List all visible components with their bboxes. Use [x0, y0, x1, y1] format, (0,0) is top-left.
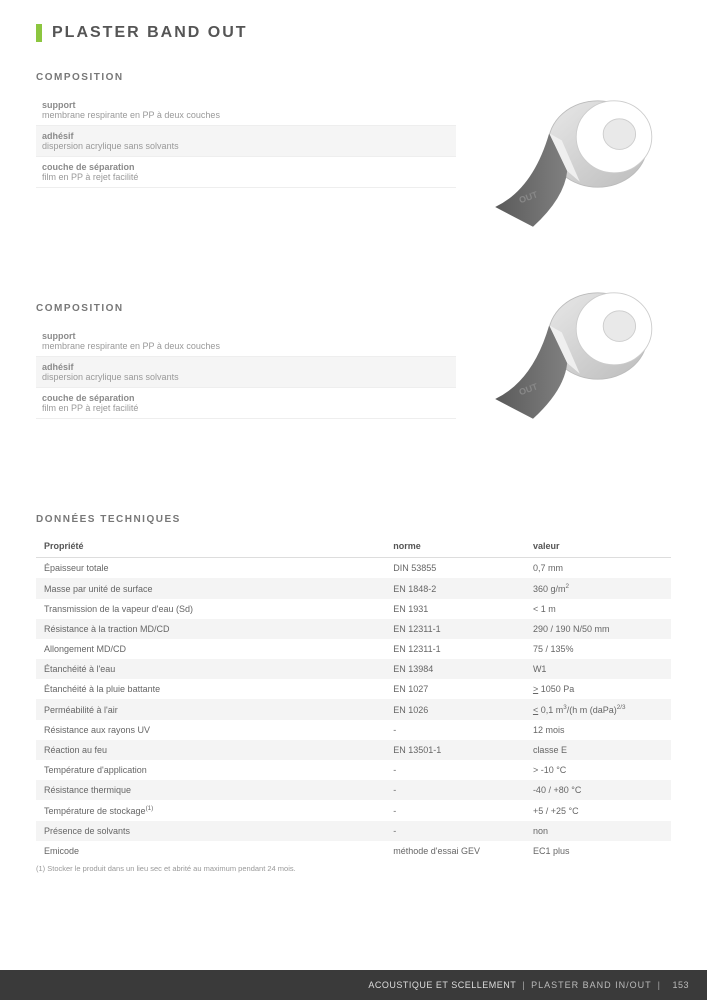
cell-norm: EN 13501-1	[385, 740, 525, 760]
composition-item: adhésifdispersion acrylique sans solvant…	[36, 126, 456, 157]
composition-term: couche de séparation	[42, 162, 450, 172]
product-roll-image: PLASTER BAND OUT	[479, 264, 659, 444]
cell-norm: méthode d'essai GEV	[385, 841, 525, 861]
cell-property: Température d'application	[36, 760, 385, 780]
cell-property: Perméabilité à l'air	[36, 699, 385, 720]
cell-norm: DIN 53855	[385, 558, 525, 579]
cell-property: Résistance aux rayons UV	[36, 720, 385, 740]
table-footnote: (1) Stocker le produit dans un lieu sec …	[36, 864, 671, 873]
cell-norm: -	[385, 780, 525, 800]
composition-description: film en PP à rejet facilité	[42, 403, 450, 413]
cell-property: Allongement MD/CD	[36, 639, 385, 659]
cell-value: 0,7 mm	[525, 558, 671, 579]
cell-property: Étanchéité à la pluie battante	[36, 679, 385, 699]
table-header-property: Propriété	[36, 535, 385, 558]
cell-property: Étanchéité à l'eau	[36, 659, 385, 679]
footer-separator: |	[658, 980, 661, 990]
page-footer: ACOUSTIQUE ET SCELLEMENT | PLASTER BAND …	[0, 970, 707, 1000]
technical-data-heading: DONNÉES TECHNIQUES	[36, 514, 671, 525]
cell-property: Emicode	[36, 841, 385, 861]
composition-term: adhésif	[42, 131, 450, 141]
cell-norm: EN 1848-2	[385, 578, 525, 599]
composition-heading: COMPOSITION	[36, 303, 456, 314]
table-row: Présence de solvants-non	[36, 821, 671, 841]
technical-data-table: Propriété norme valeur Épaisseur totaleD…	[36, 535, 671, 861]
cell-value: 75 / 135%	[525, 639, 671, 659]
cell-value: EC1 plus	[525, 841, 671, 861]
table-header-value: valeur	[525, 535, 671, 558]
cell-value: < 1 m	[525, 599, 671, 619]
cell-norm: -	[385, 821, 525, 841]
cell-value: non	[525, 821, 671, 841]
product-roll-image: PLASTER BAND OUT	[479, 72, 659, 252]
composition-description: dispersion acrylique sans solvants	[42, 141, 450, 151]
cell-value: 12 mois	[525, 720, 671, 740]
footer-product: PLASTER BAND IN/OUT	[531, 980, 652, 990]
table-row: Étanchéité à l'eauEN 13984W1	[36, 659, 671, 679]
cell-property: Présence de solvants	[36, 821, 385, 841]
cell-property: Épaisseur totale	[36, 558, 385, 579]
composition-item: supportmembrane respirante en PP à deux …	[36, 95, 456, 126]
cell-value: > 1050 Pa	[525, 679, 671, 699]
cell-norm: EN 1026	[385, 699, 525, 720]
table-row: Résistance thermique--40 / +80 °C	[36, 780, 671, 800]
cell-value: classe E	[525, 740, 671, 760]
cell-value: W1	[525, 659, 671, 679]
composition-description: dispersion acrylique sans solvants	[42, 372, 450, 382]
composition-item: couche de séparationfilm en PP à rejet f…	[36, 157, 456, 188]
cell-value: -40 / +80 °C	[525, 780, 671, 800]
footer-separator: |	[522, 980, 525, 990]
composition-term: support	[42, 331, 450, 341]
footer-section: ACOUSTIQUE ET SCELLEMENT	[368, 980, 516, 990]
cell-property: Température de stockage(1)	[36, 800, 385, 821]
cell-norm: -	[385, 720, 525, 740]
footer-page-number: 153	[672, 980, 689, 990]
composition-term: adhésif	[42, 362, 450, 372]
table-row: Résistance à la traction MD/CDEN 12311-1…	[36, 619, 671, 639]
cell-norm: EN 1027	[385, 679, 525, 699]
cell-property: Réaction au feu	[36, 740, 385, 760]
composition-block-2: COMPOSITION supportmembrane respirante e…	[36, 303, 456, 419]
cell-norm: EN 12311-1	[385, 639, 525, 659]
composition-item: adhésifdispersion acrylique sans solvant…	[36, 357, 456, 388]
table-row: Transmission de la vapeur d'eau (Sd)EN 1…	[36, 599, 671, 619]
table-row: Étanchéité à la pluie battanteEN 1027> 1…	[36, 679, 671, 699]
table-row: Masse par unité de surfaceEN 1848-2360 g…	[36, 578, 671, 599]
composition-item: supportmembrane respirante en PP à deux …	[36, 326, 456, 357]
cell-value: > -10 °C	[525, 760, 671, 780]
cell-property: Masse par unité de surface	[36, 578, 385, 599]
table-row: Résistance aux rayons UV-12 mois	[36, 720, 671, 740]
cell-property: Résistance à la traction MD/CD	[36, 619, 385, 639]
composition-description: membrane respirante en PP à deux couches	[42, 341, 450, 351]
composition-heading: COMPOSITION	[36, 72, 456, 83]
table-row: Perméabilité à l'airEN 1026< 0,1 m3/(h m…	[36, 699, 671, 720]
cell-norm: -	[385, 760, 525, 780]
table-row: Température d'application-> -10 °C	[36, 760, 671, 780]
cell-norm: EN 12311-1	[385, 619, 525, 639]
table-row: Épaisseur totaleDIN 538550,7 mm	[36, 558, 671, 579]
cell-property: Résistance thermique	[36, 780, 385, 800]
page-title: PLASTER BAND OUT	[52, 24, 248, 42]
composition-description: membrane respirante en PP à deux couches	[42, 110, 450, 120]
cell-value: +5 / +25 °C	[525, 800, 671, 821]
composition-term: support	[42, 100, 450, 110]
table-row: Allongement MD/CDEN 12311-175 / 135%	[36, 639, 671, 659]
accent-bar	[36, 24, 42, 42]
table-row: Emicodeméthode d'essai GEVEC1 plus	[36, 841, 671, 861]
cell-value: < 0,1 m3/(h m (daPa)2/3	[525, 699, 671, 720]
cell-value: 360 g/m2	[525, 578, 671, 599]
cell-norm: -	[385, 800, 525, 821]
composition-term: couche de séparation	[42, 393, 450, 403]
composition-description: film en PP à rejet facilité	[42, 172, 450, 182]
table-header-norm: norme	[385, 535, 525, 558]
cell-norm: EN 13984	[385, 659, 525, 679]
cell-value: 290 / 190 N/50 mm	[525, 619, 671, 639]
composition-block-1: COMPOSITION supportmembrane respirante e…	[36, 72, 456, 188]
table-row: Température de stockage(1)-+5 / +25 °C	[36, 800, 671, 821]
cell-property: Transmission de la vapeur d'eau (Sd)	[36, 599, 385, 619]
composition-item: couche de séparationfilm en PP à rejet f…	[36, 388, 456, 419]
page-title-row: PLASTER BAND OUT	[36, 24, 671, 42]
table-row: Réaction au feuEN 13501-1classe E	[36, 740, 671, 760]
cell-norm: EN 1931	[385, 599, 525, 619]
